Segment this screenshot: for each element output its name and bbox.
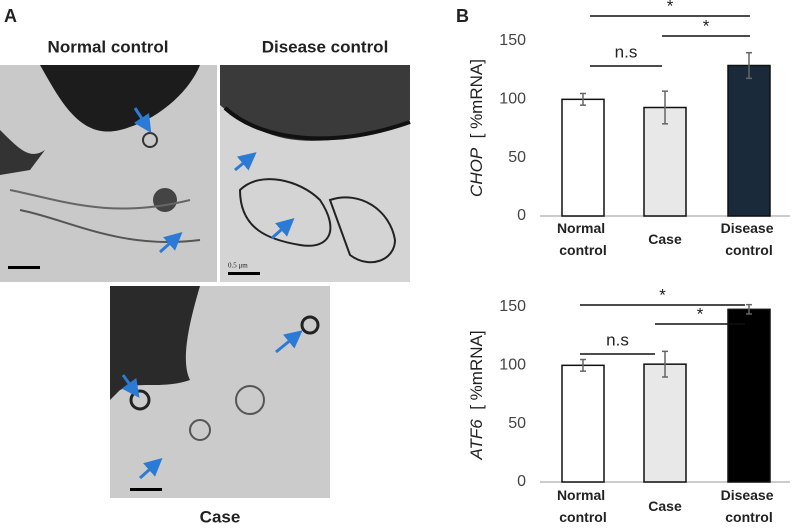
x-tick-line: control (559, 509, 606, 525)
x-tick-line: Disease (721, 220, 778, 236)
x-tick-line: control (725, 509, 772, 525)
error-bar (662, 350, 668, 378)
bar (561, 364, 605, 483)
x-tick-line: Case (648, 498, 682, 514)
y-axis-unit: [ %mRNA] (467, 59, 486, 138)
y-tick-label: 50 (508, 149, 526, 166)
y-axis-label: CHOP [ %mRNA] (467, 59, 486, 197)
error-bar (746, 303, 752, 315)
panel-label: B (456, 6, 469, 26)
error-bar (580, 358, 586, 372)
y-tick-label: 0 (517, 207, 526, 224)
bar (561, 98, 605, 217)
x-tick-line: control (559, 242, 606, 258)
x-tick-line: Case (648, 231, 682, 247)
y-axis-gene: CHOP (467, 147, 486, 197)
bar (643, 363, 687, 483)
bar (727, 308, 771, 483)
spacer (467, 410, 486, 419)
y-tick-label: 100 (499, 357, 526, 374)
annotation: * (667, 0, 674, 15)
panel-label: A (4, 6, 17, 26)
y-axis-gene: ATF6 (467, 419, 486, 461)
y-tick-label: 100 (499, 91, 526, 108)
y-axis-unit: [ %mRNA] (467, 330, 486, 409)
error-bar (580, 92, 586, 106)
error-bar (662, 90, 668, 125)
x-tick-line: Normal (557, 220, 609, 236)
error-bar (746, 51, 752, 80)
x-tick-label: Normal control (557, 220, 609, 258)
image-title: Case (200, 507, 241, 526)
y-tick-label: 0 (517, 473, 526, 490)
annotation: n.s (606, 330, 629, 349)
spacer (467, 138, 486, 147)
scale-bar-label: 0.5 μm (228, 262, 248, 270)
y-tick-label: 150 (499, 32, 526, 49)
y-axis-label: ATF6 [ %mRNA] (467, 330, 486, 460)
annotation: n.s (615, 42, 638, 61)
annotation: * (697, 304, 704, 323)
y-tick-label: 150 (499, 298, 526, 315)
annotation: * (703, 16, 710, 35)
micrograph: 0.5 μm (220, 65, 411, 282)
x-tick-label: Case (648, 498, 682, 514)
x-tick-label: Case (648, 231, 682, 247)
x-tick-label: Normal control (557, 487, 609, 525)
bar (727, 64, 771, 217)
micrograph (0, 65, 217, 282)
x-tick-line: Normal (557, 487, 609, 503)
annotation: * (659, 285, 666, 304)
x-tick-line: control (725, 242, 772, 258)
image-title: Normal control (48, 37, 169, 56)
x-tick-line: Disease (721, 487, 778, 503)
x-tick-label: Disease control (721, 220, 778, 258)
image-title: Disease control (262, 37, 389, 56)
x-tick-label: Disease control (721, 487, 778, 525)
micrograph (110, 286, 330, 498)
y-tick-label: 50 (508, 415, 526, 432)
